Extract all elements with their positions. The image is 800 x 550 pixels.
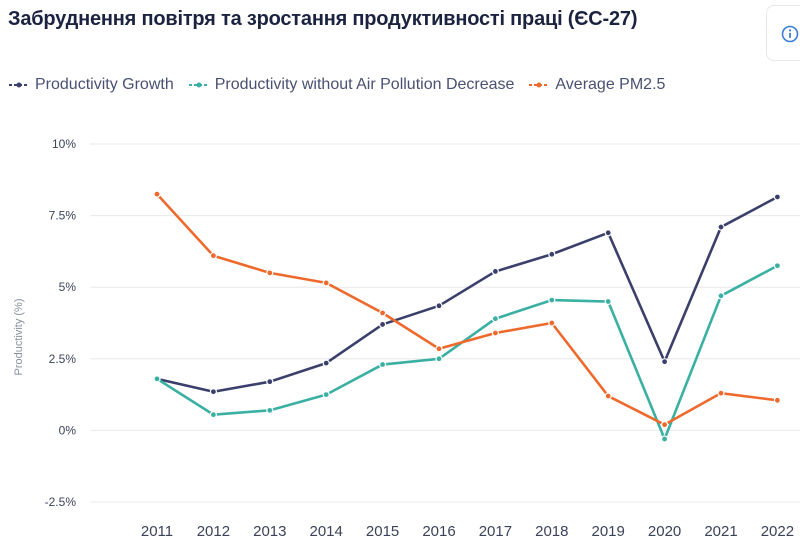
y-axis-title: Productivity (%) bbox=[13, 298, 25, 375]
x-tick-label: 2016 bbox=[422, 523, 455, 540]
series-0 bbox=[153, 193, 782, 396]
x-tick-label: 2021 bbox=[704, 523, 737, 540]
data-point[interactable] bbox=[435, 345, 443, 353]
series-lines bbox=[153, 190, 782, 443]
data-point[interactable] bbox=[773, 193, 782, 201]
data-point[interactable] bbox=[717, 223, 725, 231]
y-tick-label: 0% bbox=[59, 423, 77, 437]
legend-label: Productivity without Air Pollution Decre… bbox=[214, 76, 515, 93]
data-point[interactable] bbox=[266, 269, 274, 277]
data-point[interactable] bbox=[322, 391, 330, 399]
info-button[interactable] bbox=[766, 5, 800, 61]
chart-legend: Productivity Growth Productivity without… bbox=[8, 76, 665, 94]
x-tick-label: 2015 bbox=[366, 523, 399, 540]
x-axis-ticks: 2011 2012 2013 2014 2015 2016 2017 2018 2019 2020… bbox=[141, 523, 794, 540]
y-axis-ticks: -2.5% 0% 2.5% 5% 7.5% 10% bbox=[45, 137, 77, 509]
y-tick-label: -2.5% bbox=[45, 495, 77, 509]
x-tick-label: 2011 bbox=[141, 523, 173, 540]
data-point[interactable] bbox=[660, 421, 669, 429]
data-point[interactable] bbox=[491, 329, 499, 337]
data-point[interactable] bbox=[717, 292, 725, 300]
legend-label: Productivity Growth bbox=[35, 76, 174, 93]
data-point[interactable] bbox=[548, 319, 556, 327]
data-point[interactable] bbox=[491, 267, 499, 276]
gridlines bbox=[90, 143, 800, 503]
data-point[interactable] bbox=[379, 320, 387, 329]
data-point[interactable] bbox=[322, 359, 330, 367]
x-tick-label: 2018 bbox=[535, 523, 568, 540]
data-point[interactable] bbox=[153, 375, 161, 383]
legend-label: Average PM2.5 bbox=[555, 76, 666, 93]
data-point[interactable] bbox=[153, 190, 161, 198]
data-point[interactable] bbox=[548, 296, 556, 304]
data-point[interactable] bbox=[604, 297, 612, 306]
legend-marker-icon bbox=[9, 82, 29, 88]
series-2 bbox=[153, 190, 782, 429]
data-point[interactable] bbox=[435, 302, 443, 310]
data-point[interactable] bbox=[604, 392, 612, 400]
y-tick-label: 7.5% bbox=[49, 209, 77, 223]
x-tick-label: 2014 bbox=[310, 523, 343, 540]
data-point[interactable] bbox=[209, 252, 217, 260]
data-point[interactable] bbox=[379, 360, 387, 369]
series-1 bbox=[153, 262, 782, 443]
legend-item-productivity-without[interactable]: Productivity without Air Pollution Decre… bbox=[188, 76, 515, 94]
data-point[interactable] bbox=[604, 229, 612, 237]
y-tick-label: 5% bbox=[59, 280, 77, 294]
data-point[interactable] bbox=[773, 396, 782, 404]
data-point[interactable] bbox=[548, 250, 556, 258]
x-tick-label: 2013 bbox=[253, 523, 286, 540]
chart-title: Забруднення повітря та зростання продукт… bbox=[8, 8, 638, 30]
data-point[interactable] bbox=[660, 358, 669, 366]
x-tick-label: 2017 bbox=[479, 523, 512, 540]
data-point[interactable] bbox=[717, 389, 725, 397]
series-line bbox=[156, 193, 778, 426]
x-tick-label: 2019 bbox=[592, 523, 625, 540]
data-point[interactable] bbox=[379, 309, 387, 317]
data-point[interactable] bbox=[435, 355, 443, 363]
x-tick-label: 2012 bbox=[197, 523, 230, 540]
data-point[interactable] bbox=[209, 388, 217, 396]
legend-marker-icon bbox=[188, 82, 209, 88]
x-tick-label: 2020 bbox=[648, 523, 681, 540]
legend-item-productivity-growth[interactable]: Productivity Growth bbox=[8, 76, 174, 94]
data-point[interactable] bbox=[266, 406, 274, 414]
series-line bbox=[156, 195, 779, 394]
y-tick-label: 2.5% bbox=[49, 352, 77, 366]
x-tick-label: 2022 bbox=[761, 523, 794, 540]
y-tick-label: 10% bbox=[52, 137, 76, 151]
info-circle-icon bbox=[781, 25, 799, 43]
legend-item-pm25[interactable]: Average PM2.5 bbox=[528, 76, 665, 94]
data-point[interactable] bbox=[660, 435, 669, 443]
data-point[interactable] bbox=[266, 378, 274, 386]
series-line bbox=[156, 264, 779, 441]
legend-marker-icon bbox=[529, 82, 550, 88]
data-point[interactable] bbox=[209, 411, 217, 419]
data-point[interactable] bbox=[322, 279, 330, 287]
data-point[interactable] bbox=[773, 262, 782, 270]
data-point[interactable] bbox=[491, 315, 499, 323]
